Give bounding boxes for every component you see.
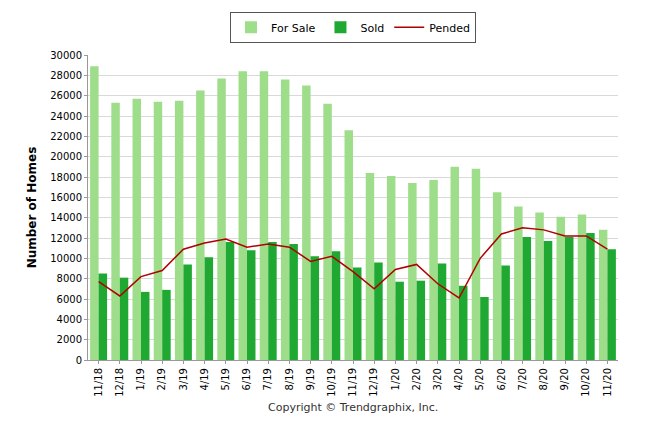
svg-text:10/20: 10/20	[580, 368, 591, 397]
svg-text:4/19: 4/19	[199, 368, 210, 390]
svg-text:0: 0	[76, 355, 82, 366]
svg-text:8/19: 8/19	[284, 368, 295, 390]
svg-text:20000: 20000	[50, 151, 82, 162]
svg-text:Sold: Sold	[360, 22, 384, 35]
svg-text:28000: 28000	[50, 70, 82, 81]
svg-text:14000: 14000	[50, 212, 82, 223]
svg-text:16000: 16000	[50, 192, 82, 203]
svg-text:11/19: 11/19	[347, 368, 358, 397]
svg-text:Copyright © Trendgraphix, Inc.: Copyright © Trendgraphix, Inc.	[268, 401, 438, 414]
svg-text:Pended: Pended	[429, 22, 470, 35]
svg-text:8000: 8000	[57, 273, 82, 284]
svg-text:6/20: 6/20	[496, 368, 507, 390]
svg-text:30000: 30000	[50, 50, 82, 61]
svg-text:3/20: 3/20	[432, 368, 443, 390]
svg-text:12000: 12000	[50, 233, 82, 244]
svg-text:12/18: 12/18	[114, 368, 125, 397]
svg-text:7/19: 7/19	[262, 368, 273, 390]
svg-text:7/20: 7/20	[517, 368, 528, 390]
svg-text:11/20: 11/20	[602, 368, 613, 397]
svg-text:11/18: 11/18	[93, 368, 104, 397]
svg-text:4/20: 4/20	[453, 368, 464, 390]
svg-text:18000: 18000	[50, 172, 82, 183]
svg-text:12/19: 12/19	[368, 368, 379, 397]
svg-text:5/20: 5/20	[474, 368, 485, 390]
svg-text:9/19: 9/19	[305, 368, 316, 390]
svg-text:6/19: 6/19	[241, 368, 252, 390]
svg-text:24000: 24000	[50, 111, 82, 122]
svg-text:6000: 6000	[57, 294, 82, 305]
svg-text:1/19: 1/19	[135, 368, 146, 390]
svg-text:5/19: 5/19	[220, 368, 231, 390]
svg-text:4000: 4000	[57, 314, 82, 325]
svg-text:3/19: 3/19	[178, 368, 189, 390]
svg-text:2/20: 2/20	[411, 368, 422, 390]
svg-text:2/19: 2/19	[156, 368, 167, 390]
svg-text:22000: 22000	[50, 131, 82, 142]
svg-text:For Sale: For Sale	[271, 22, 315, 35]
svg-text:2000: 2000	[57, 334, 82, 345]
svg-text:10000: 10000	[50, 253, 82, 264]
svg-text:9/20: 9/20	[559, 368, 570, 390]
svg-text:26000: 26000	[50, 90, 82, 101]
svg-text:8/20: 8/20	[538, 368, 549, 390]
svg-text:1/20: 1/20	[390, 368, 401, 390]
svg-text:Number of Homes: Number of Homes	[25, 147, 39, 269]
svg-text:10/19: 10/19	[326, 368, 337, 397]
